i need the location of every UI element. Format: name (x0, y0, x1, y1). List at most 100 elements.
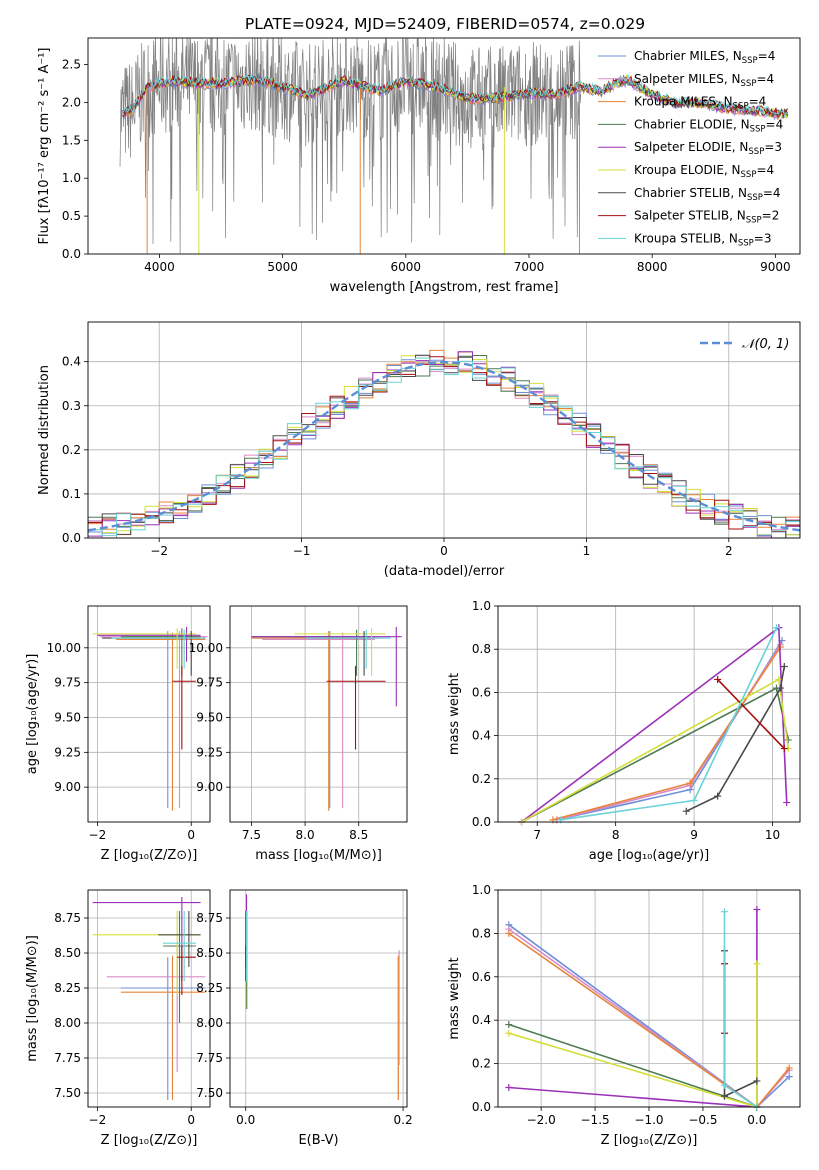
residuals-xtick-label-0: −2 (150, 544, 168, 558)
legend-suffix: =4 (756, 163, 774, 177)
residuals-frame (87, 321, 801, 539)
mass_vs_Z-ytick-label-3: 8.25 (54, 981, 81, 995)
mass_vs_Z-ylabel: mass [log₁₀(M/M⊙)] (25, 935, 40, 1062)
weight_vs_age-ylabel: mass weight (447, 673, 462, 755)
age_vs_mass-frame (229, 605, 408, 823)
residuals-xtick-label-1: −1 (293, 544, 311, 558)
weight_vs_age-marker-4-2 (783, 799, 791, 807)
weight_vs_Z-marker-0-2 (785, 1073, 793, 1081)
spectrum-ytick-label-2: 1.0 (62, 171, 81, 185)
age_vs_mass-ytick-label-2: 9.50 (196, 710, 223, 724)
weight_vs_age-marker-6-1 (714, 792, 722, 800)
weight_vs_Z-marker-6-1 (721, 1092, 728, 1100)
age_vs_Z-ytick-label-0: 9.00 (54, 780, 81, 794)
mass_vs_Z-xtick-label-1: 0 (187, 1113, 195, 1127)
legend-suffix: =4 (749, 95, 767, 109)
weight_vs_age-panel: 7 8 9 10 0.0 0.2 0.4 0.6 0.8 1.0 age [log₁₀(age/yr… (447, 599, 801, 863)
spectrum-xtick-label-0: 4000 (144, 260, 175, 274)
age_vs_Z-ytick-label-3: 9.75 (54, 676, 81, 690)
age_vs_mass-xlabel: mass [log₁₀(M/M⊙)] (255, 848, 382, 863)
mass_vs_Z-ytick-label-2: 8.00 (54, 1016, 81, 1030)
weight_vs_age-marker-6-0 (682, 807, 690, 815)
legend-label: Salpeter ELODIE, N (634, 140, 748, 154)
legend-label: Salpeter STELIB, N (634, 209, 746, 223)
legend-subscript: SSP (741, 170, 757, 180)
weight_vs_age-ytick-label-3: 0.6 (472, 685, 491, 699)
legend-subscript: SSP (750, 124, 766, 134)
weight_vs_Z-marker-5-0 (505, 1029, 513, 1037)
age_vs_mass-ytick-label-4: 10.00 (189, 641, 223, 655)
weight_vs_age-frame (497, 605, 801, 823)
chart-panels: 4000 5000 6000 7000 8000 90000.00.51.01.52.02… (25, 37, 801, 1148)
legend-label: Chabrier STELIB, N (634, 186, 747, 200)
weight_vs_age-ytick-label-2: 0.4 (472, 729, 491, 743)
mass_vs_ebv-xtick-label-0: 0.0 (236, 1113, 255, 1127)
weight_vs_age-series-0 (556, 640, 783, 821)
residuals-ytick-label-0: 0.0 (62, 531, 81, 545)
spectrum-xtick-label-5: 9000 (760, 260, 791, 274)
age_vs_Z-ylabel: age [log₁₀(age/yr)] (25, 654, 40, 775)
weight_vs_Z-marker-3-0 (505, 1021, 513, 1029)
spectrum-legend-entry-6: Chabrier STELIB, NSSP=4 (634, 186, 781, 203)
mass_vs_ebv-frame (229, 889, 408, 1108)
spectrum-ytick-label-3: 1.5 (62, 133, 81, 147)
weight_vs_Z-marker-4-2 (753, 906, 761, 914)
spectrum-legend-entry-2: Kroupa MILES, NSSP=4 (634, 95, 766, 112)
weight_vs_age-marker-2-1 (686, 779, 694, 787)
legend-suffix: =4 (763, 186, 781, 200)
age_vs_mass-ytick-label-3: 9.75 (196, 676, 223, 690)
spectrum-ytick-label-1: 0.5 (62, 209, 81, 223)
weight_vs_age-marker-6-2 (776, 684, 784, 692)
weight_vs_age-xlabel: age [log₁₀(age/yr)] (589, 848, 710, 863)
mass_vs_Z-ytick-label-1: 7.75 (54, 1051, 81, 1065)
weight_vs_age-series-6 (685, 666, 786, 812)
weight_vs_age-series-5 (521, 678, 789, 823)
spectrum-ytick-label-4: 2.0 (62, 95, 81, 109)
mass_vs_ebv-ytick-label-5: 8.75 (196, 911, 223, 925)
weight_vs_age-marker-8-2 (772, 624, 780, 632)
figure-title: PLATE=0924, MJD=52409, FIBERID=0574, z=0… (245, 15, 645, 33)
residuals-normal-curve (88, 360, 800, 532)
mass_vs_ebv-panel: 0.0 0.2 7.50 7.75 8.00 8.25 8.50 8.75 E(B-V) (196, 889, 413, 1148)
residuals-ylabel: Normed distribution (37, 365, 52, 495)
age_vs_Z-xtick-label-1: 0 (187, 828, 195, 842)
weight_vs_age-ytick-label-4: 0.8 (472, 642, 491, 656)
legend-suffix: =4 (766, 117, 784, 131)
mass_vs_ebv-ytick-label-4: 8.50 (196, 946, 223, 960)
spectrum-xtick-label-3: 7000 (514, 260, 545, 274)
legend-subscript: SSP (748, 147, 764, 157)
age_vs_mass-panel: 7.5 8.0 8.5 9.00 9.25 9.50 9.75 10.00 mass [log₁… (189, 605, 408, 863)
spectrum-data-line (119, 38, 582, 254)
weight_vs_Z-series-5 (508, 963, 758, 1109)
residuals-legend-label: 𝒩(0, 1) (742, 337, 789, 352)
legend-subscript: SSP (741, 79, 757, 89)
spectrum-xtick-label-2: 6000 (391, 260, 422, 274)
legend-label: Chabrier ELODIE, N (634, 117, 750, 131)
mass_vs_Z-plot-area (92, 897, 206, 1100)
weight_vs_age-ytick-label-5: 1.0 (472, 599, 491, 613)
legend-suffix: =4 (756, 72, 774, 86)
legend-subscript: SSP (733, 102, 749, 112)
weight_vs_Z-xtick-label-2: −1.0 (634, 1113, 663, 1127)
spectrum-legend-entry-1: Salpeter MILES, NSSP=4 (634, 72, 774, 89)
residuals-xtick-label-4: 2 (725, 544, 733, 558)
legend-suffix: =3 (754, 231, 772, 245)
spectrum-ytick-label-5: 2.5 (62, 58, 81, 72)
weight_vs_Z-marker-2-0 (505, 929, 513, 937)
mass_vs_ebv-ytick-label-2: 8.00 (196, 1016, 223, 1030)
weight_vs_age-xtick-label-0: 7 (533, 828, 541, 842)
spectrum-legend-entry-0: Chabrier MILES, NSSP=4 (634, 49, 775, 66)
weight_vs_age-marker-7-1 (780, 745, 788, 753)
spectrum-xtick-label-1: 5000 (267, 260, 298, 274)
residuals-plot-area (88, 349, 800, 538)
legend-subscript: SSP (742, 56, 758, 66)
weight_vs_age-series-3 (521, 686, 789, 823)
weight_vs_Z-panel: −2.0 −1.5 −1.0 −0.5 0.0 0.0 0.2 0.4 0.6 0.8 1.0 Z [… (447, 883, 801, 1148)
weight_vs_Z-series-3 (508, 1023, 758, 1108)
spectrum-legend-entry-8: Kroupa STELIB, NSSP=3 (634, 231, 772, 248)
legend-label: Kroupa STELIB, N (634, 231, 738, 245)
residuals-histogram-8 (88, 357, 800, 538)
weight_vs_Z-marker-4-0 (505, 1083, 513, 1091)
age_vs_mass-xtick-label-0: 7.5 (242, 828, 261, 842)
